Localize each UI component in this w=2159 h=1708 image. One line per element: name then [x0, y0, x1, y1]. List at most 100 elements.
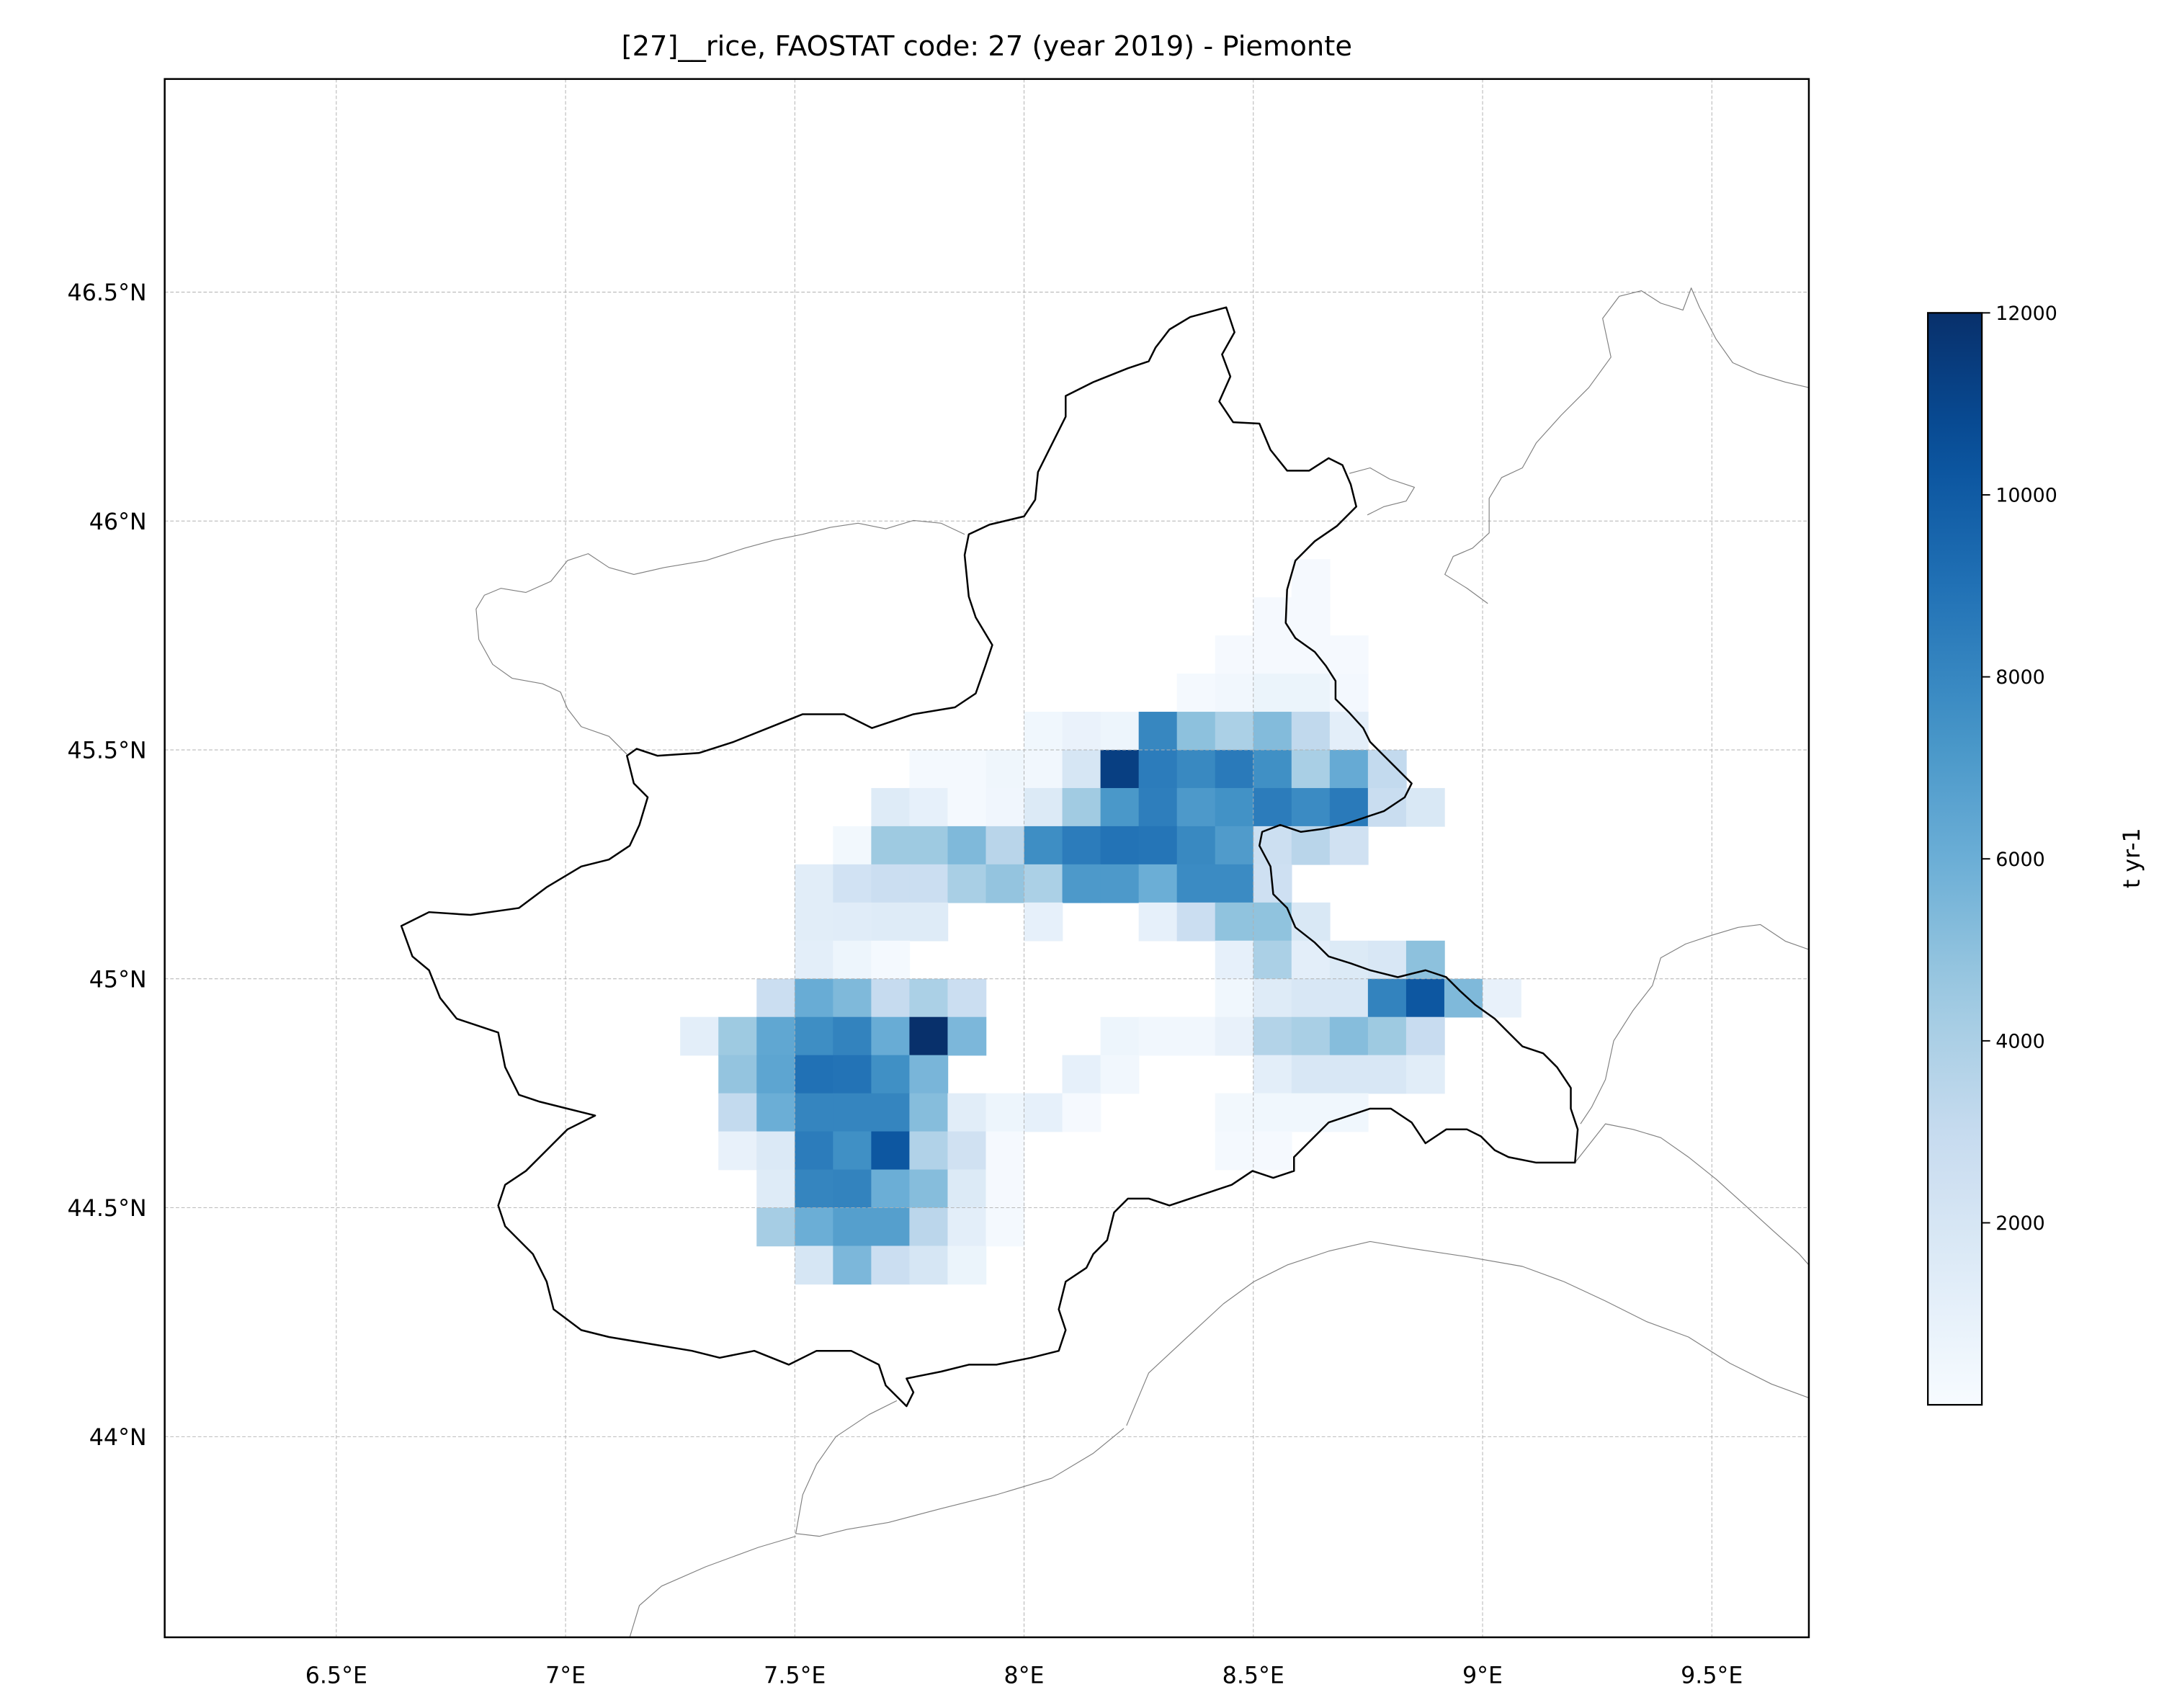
grid-cell — [1253, 1055, 1292, 1094]
grid-cell — [795, 1207, 834, 1247]
grid-cell — [833, 864, 872, 903]
grid-cell — [1253, 787, 1292, 827]
grid-cell — [1367, 1055, 1407, 1094]
grid-cell — [947, 826, 987, 865]
grid-cell — [718, 1131, 758, 1171]
emilia-liguria-border — [1574, 1123, 1809, 1266]
grid-cell — [1291, 674, 1331, 712]
grid-cell — [985, 864, 1025, 903]
grid-cell — [1176, 674, 1216, 712]
grid-cell — [1024, 864, 1063, 903]
grid-cell — [680, 1016, 720, 1056]
grid-cell — [1291, 826, 1331, 865]
piemonte-region-border — [400, 306, 1579, 1408]
grid-cell — [1062, 1055, 1101, 1094]
grid-cell — [1215, 1016, 1254, 1056]
grid-cell — [1215, 635, 1254, 674]
grid-cell — [1138, 712, 1178, 751]
grid-cell — [1176, 864, 1216, 903]
longitude-tick-labels: 6.5°E 7°E 7.5°E 8°E 8.5°E 9°E 9.5°E — [305, 1663, 1743, 1689]
colorbar: 2000 4000 6000 8000 10000 12000 t yr-1 — [1927, 303, 2145, 1406]
grid-cell — [833, 940, 872, 980]
latitude-tick-labels: 46.5°N 46°N 45.5°N 45°N 44.5°N 44°N — [68, 280, 147, 1451]
grid-cell — [1062, 1093, 1101, 1132]
grid-cell — [1138, 826, 1178, 865]
grid-cell — [718, 1055, 758, 1094]
longitude-tick-label: 8.5°E — [1222, 1663, 1284, 1689]
grid-cell — [1138, 902, 1178, 942]
grid-cell — [1062, 787, 1101, 827]
grid-cell — [1100, 712, 1140, 751]
grid-cell — [1215, 1131, 1254, 1171]
grid-cell — [1405, 978, 1445, 1018]
grid-cell — [909, 826, 949, 865]
grid-cell — [1138, 864, 1178, 903]
grid-cell — [1100, 864, 1140, 903]
grid-cell — [1405, 1016, 1445, 1056]
grid-cell — [1253, 674, 1292, 712]
grid-cell — [947, 1207, 987, 1247]
grid-cell — [1253, 749, 1292, 789]
grid-cell — [1253, 940, 1292, 980]
latitude-tick-label: 45.5°N — [68, 738, 147, 764]
grid-cell — [947, 1246, 987, 1285]
grid-cell — [1024, 749, 1063, 789]
grid-cell — [1291, 1093, 1331, 1132]
grid-cell — [756, 1131, 796, 1171]
grid-cell — [833, 1169, 872, 1209]
grid-cell — [1291, 559, 1331, 598]
longitude-tick-label: 9.5°E — [1681, 1663, 1743, 1689]
lombardy-emilia-border — [1580, 924, 1809, 1124]
grid-cell — [1100, 787, 1140, 827]
grid-cell — [1367, 787, 1407, 827]
grid-cell — [833, 1093, 872, 1132]
grid-cell — [985, 749, 1025, 789]
grid-cell — [1329, 1016, 1369, 1056]
grid-cell — [985, 787, 1025, 827]
grid-cell — [795, 1246, 834, 1285]
graticule-gridlines — [164, 79, 1809, 1637]
ticino-border — [1349, 467, 1415, 516]
grid-cell — [1215, 940, 1254, 980]
grid-cell — [795, 940, 834, 980]
grid-cell — [833, 978, 872, 1018]
grid-cell — [1176, 712, 1216, 751]
grid-cell — [833, 1207, 872, 1247]
grid-cell — [1291, 1055, 1331, 1094]
grid-cell — [1253, 1093, 1292, 1132]
grid-cell — [833, 1016, 872, 1056]
grid-cell — [1329, 635, 1369, 674]
grid-cell — [871, 1169, 911, 1209]
colorbar-tick-label: 12000 — [1995, 303, 2057, 325]
grid-cell — [871, 826, 911, 865]
grid-cell — [1405, 1055, 1445, 1094]
grid-cell — [1138, 1016, 1178, 1056]
grid-cell — [833, 1246, 872, 1285]
grid-cell — [795, 902, 834, 942]
grid-cell — [871, 1131, 911, 1171]
colorbar-tick-label: 2000 — [1995, 1212, 2044, 1235]
grid-cell — [871, 1246, 911, 1285]
grid-cell — [1329, 1093, 1369, 1132]
grid-cell — [1291, 1016, 1331, 1056]
grid-cell — [1329, 1055, 1369, 1094]
grid-cell — [1215, 749, 1254, 789]
grid-cell — [985, 1169, 1025, 1209]
grid-cell — [1253, 635, 1292, 674]
grid-cell — [718, 1016, 758, 1056]
grid-cell — [1024, 902, 1063, 942]
latitude-tick-label: 46.5°N — [68, 280, 147, 306]
grid-cell — [909, 1131, 949, 1171]
grid-cell — [871, 787, 911, 827]
grid-cell — [833, 1055, 872, 1094]
grid-cell — [909, 787, 949, 827]
grid-cell — [947, 1169, 987, 1209]
grid-cell — [756, 1016, 796, 1056]
grid-cell — [871, 1055, 911, 1094]
grid-cell — [1062, 749, 1101, 789]
grid-cell — [1062, 712, 1101, 751]
grid-cell — [909, 1169, 949, 1209]
grid-cell — [1215, 902, 1254, 942]
grid-cell — [756, 1055, 796, 1094]
latitude-tick-label: 45°N — [89, 967, 147, 993]
